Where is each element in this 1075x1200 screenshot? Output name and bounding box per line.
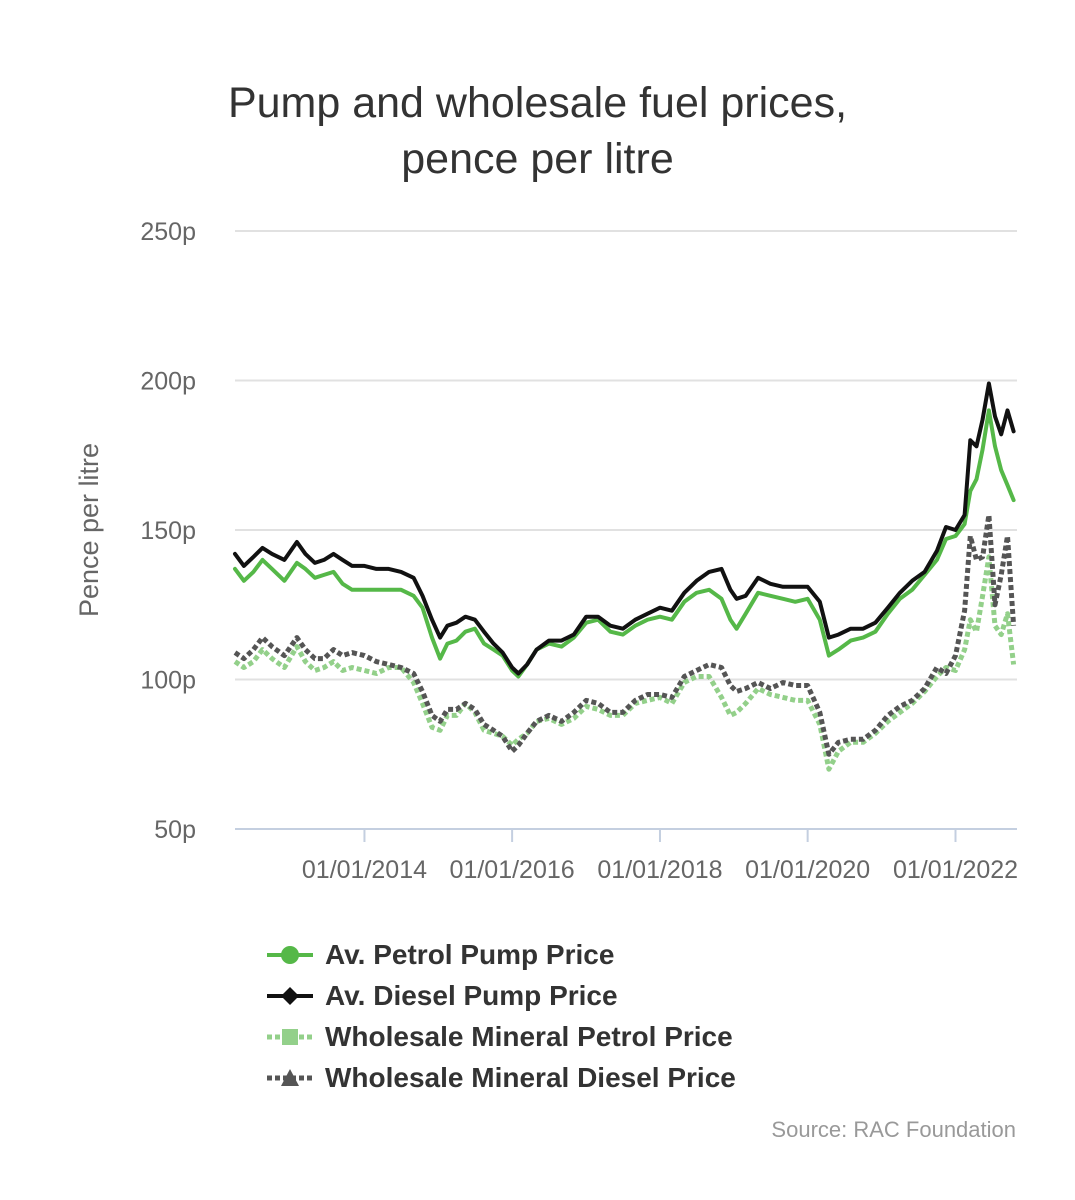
x-tick-label: 01/01/2014 [302, 856, 427, 884]
series-line-av-petrol-pump-price [233, 408, 1016, 679]
axes: 50p 100p 150p 200p 250p 01/01/2014 01/01/2016 0… [140, 218, 1018, 884]
line-chart: 50p 100p 150p 200p 250p 01/01/2014 01/01/2016 0… [74, 218, 1018, 884]
x-tick-label: 01/01/2022 [893, 856, 1018, 884]
x-tick-label: 01/01/2016 [450, 856, 575, 884]
y-tick-label: 200p [140, 368, 196, 396]
series-line-av-diesel-pump-price [233, 381, 1016, 676]
chart-title-line-2: pence per litre [401, 135, 674, 183]
chart-title-line-1: Pump and wholesale fuel prices, [227, 79, 848, 127]
series-lines [233, 381, 1017, 772]
y-tick-label: 150p [140, 517, 196, 545]
y-tick-label: 50p [154, 816, 196, 844]
legend-item[interactable]: Wholesale Mineral Diesel Price [265, 1057, 736, 1098]
y-axis-title: Pence per litre [74, 443, 104, 617]
legend-swatch-circle-icon [267, 945, 313, 964]
legend-label: Av. Petrol Pump Price [325, 938, 615, 970]
y-tick-label: 250p [140, 218, 196, 246]
source-credit: Source: RAC Foundation [771, 1117, 1016, 1142]
legend-item[interactable]: Wholesale Mineral Petrol Price [265, 1016, 736, 1057]
legend: Av. Petrol Pump Price Av. Diesel Pump Pri… [265, 934, 736, 1098]
chart-title: Pump and wholesale fuel prices, pence pe… [0, 75, 1075, 187]
legend-item[interactable]: Av. Diesel Pump Price [265, 975, 736, 1016]
legend-swatch-square-icon [267, 1028, 313, 1045]
legend-label: Wholesale Mineral Diesel Price [325, 1061, 736, 1093]
gridlines [235, 230, 1017, 681]
y-tick-label: 100p [140, 667, 196, 695]
legend-swatch-triangle-icon [267, 1068, 313, 1086]
legend-label: Av. Diesel Pump Price [325, 979, 618, 1011]
x-tick-label: 01/01/2018 [597, 856, 722, 884]
series-line-wholesale-mineral-petrol-price [233, 554, 1017, 772]
series-line-wholesale-mineral-diesel-price [233, 512, 1017, 757]
legend-item[interactable]: Av. Petrol Pump Price [265, 934, 736, 975]
x-tick-label: 01/01/2020 [745, 856, 870, 884]
legend-swatch-diamond-icon [267, 986, 313, 1005]
legend-label: Wholesale Mineral Petrol Price [325, 1020, 733, 1052]
